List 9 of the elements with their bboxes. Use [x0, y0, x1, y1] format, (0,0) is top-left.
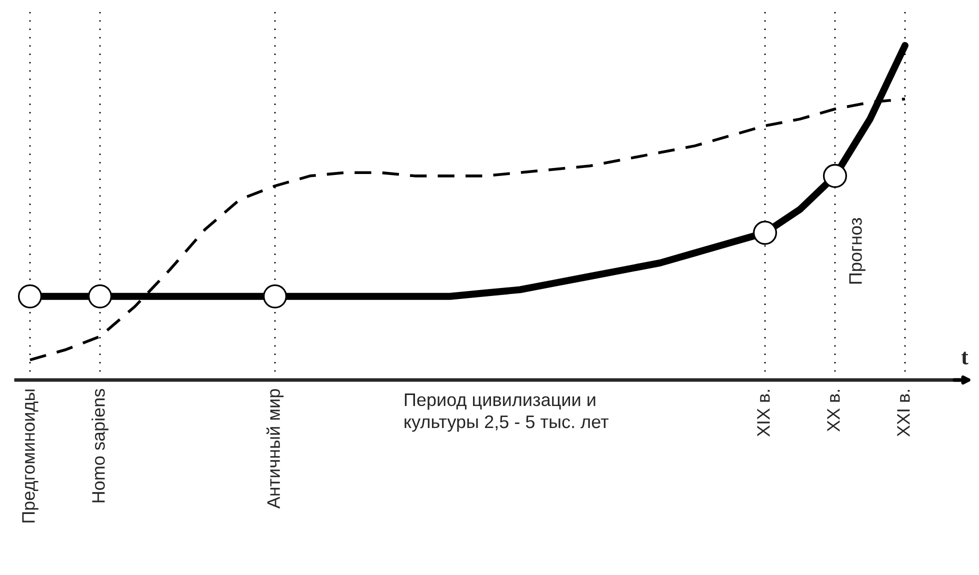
x-axis-title: t [961, 352, 968, 364]
x-tick-label: XIX в. [757, 390, 770, 437]
x-tick-label: XXI в. [897, 390, 910, 437]
x-tick-label: Homo sapiens [92, 388, 108, 502]
x-tick-label: Предгоминоиды [22, 390, 38, 522]
annotation: Прогноз [849, 218, 866, 284]
text: Период цивилизации и культуры 2,5 - 5 тыс. лет [404, 394, 608, 432]
x-tick-label: XX в. [827, 390, 840, 432]
x-tick-label: Античный мир [266, 389, 284, 509]
